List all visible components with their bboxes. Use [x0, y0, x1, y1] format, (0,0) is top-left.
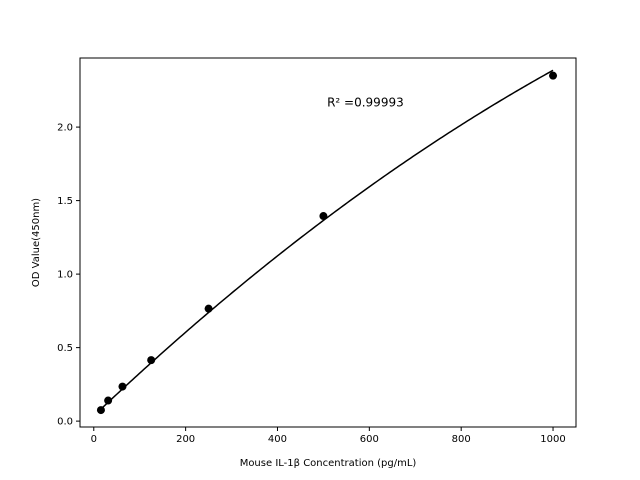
data-point — [204, 304, 213, 313]
x-tick-label: 600 — [360, 434, 379, 445]
data-point — [96, 406, 105, 415]
y-axis-label: OD Value(450nm) — [31, 198, 42, 287]
data-point — [319, 212, 328, 221]
data-points-layer — [96, 71, 558, 415]
y-tick-label: 2.0 — [57, 123, 73, 134]
data-point — [104, 396, 113, 405]
x-tick-label: 0 — [91, 434, 97, 445]
x-tick-label: 400 — [268, 434, 287, 445]
data-point — [147, 356, 156, 365]
y-axis: 0.0 0.5 1.0 1.5 2.0 — [57, 123, 80, 428]
y-tick-label: 1.0 — [57, 270, 73, 281]
y-tick-label: 0.5 — [57, 343, 73, 354]
data-point — [118, 382, 127, 391]
x-tick-label: 800 — [452, 434, 471, 445]
annotation-layer: R² =0.99993 — [327, 96, 404, 110]
y-tick-label: 1.5 — [57, 196, 73, 207]
r-squared-annotation: R² =0.99993 — [327, 96, 404, 110]
x-tick-label: 1000 — [540, 434, 565, 445]
x-axis-label: Mouse IL-1β Concentration (pg/mL) — [240, 458, 417, 469]
x-axis: 0 200 400 600 800 1000 — [91, 427, 566, 445]
y-tick-label: 0.0 — [57, 417, 73, 428]
plot-area — [80, 58, 576, 427]
plot-frame — [79, 57, 577, 428]
x-tick-label: 200 — [176, 434, 195, 445]
data-point — [549, 71, 558, 80]
